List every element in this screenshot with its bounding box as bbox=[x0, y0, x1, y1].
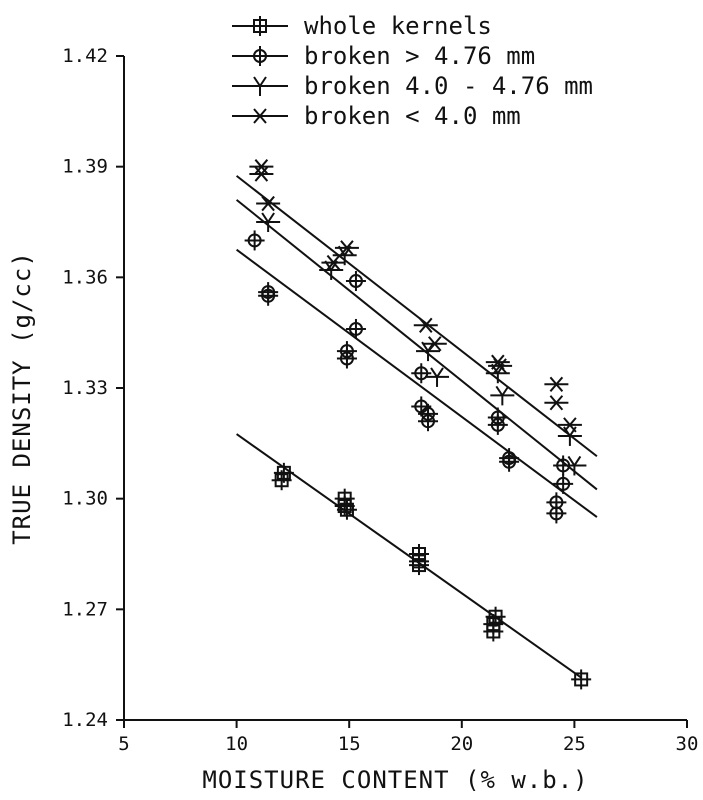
y-tick-label: 1.39 bbox=[62, 156, 108, 178]
data-point-series-1 bbox=[483, 621, 504, 642]
data-point-series-4 bbox=[321, 254, 346, 271]
y-tick-label: 1.27 bbox=[62, 598, 108, 620]
x-tick-label: 30 bbox=[676, 733, 699, 755]
data-points bbox=[244, 159, 592, 690]
legend-label: broken > 4.76 mm bbox=[304, 42, 535, 70]
data-point-series-4 bbox=[544, 395, 569, 411]
legend-label: broken < 4.0 mm bbox=[304, 102, 521, 130]
y-tick-label: 1.42 bbox=[62, 45, 108, 67]
data-point-series-2 bbox=[411, 363, 432, 384]
data-point-series-3 bbox=[256, 212, 281, 232]
data-point-series-4 bbox=[334, 240, 359, 256]
data-point-series-4 bbox=[488, 358, 513, 374]
axes bbox=[123, 56, 687, 721]
data-point-series-4 bbox=[422, 336, 447, 352]
data-point-series-2 bbox=[258, 285, 279, 306]
x-tick-label: 20 bbox=[450, 733, 473, 755]
fit-line-series-1 bbox=[236, 433, 582, 679]
data-point-series-2 bbox=[244, 230, 265, 251]
y-tick-label: 1.30 bbox=[62, 488, 108, 510]
x-tick-label: 25 bbox=[563, 733, 586, 755]
data-point-series-4 bbox=[249, 159, 274, 175]
data-point-series-2 bbox=[499, 451, 520, 472]
x-ticks: 5 10 15 20 25 30 bbox=[118, 720, 698, 755]
data-point-series-4 bbox=[256, 195, 281, 212]
y-tick-label: 1.24 bbox=[62, 709, 108, 731]
data-point-series-2 bbox=[345, 271, 366, 292]
fit-line-series-2 bbox=[236, 248, 598, 518]
x-tick-label: 10 bbox=[225, 733, 248, 755]
legend-marker bbox=[250, 16, 270, 36]
fit-line-series-3 bbox=[235, 199, 598, 491]
x-tick-label: 15 bbox=[338, 733, 361, 755]
legend-label: whole kernels bbox=[304, 12, 492, 40]
y-tick-label: 1.33 bbox=[62, 377, 108, 399]
fit-line-series-4 bbox=[235, 175, 598, 458]
legend-marker bbox=[248, 76, 272, 96]
x-tick-label: 5 bbox=[118, 733, 129, 755]
data-point-series-1 bbox=[271, 470, 292, 491]
legend-marker bbox=[250, 46, 270, 66]
data-point-series-2 bbox=[546, 503, 567, 524]
data-point-series-4 bbox=[413, 317, 438, 333]
legend-marker bbox=[248, 108, 272, 124]
y-ticks: 1.24 1.27 1.30 1.33 1.36 1.39 1.42 bbox=[62, 45, 124, 731]
y-axis-title: TRUE DENSITY (g/cc) bbox=[8, 251, 36, 545]
data-point-series-3 bbox=[490, 385, 515, 406]
data-point-series-4 bbox=[544, 376, 569, 392]
y-tick-label: 1.36 bbox=[62, 266, 108, 288]
data-point-series-2 bbox=[418, 411, 439, 432]
data-point-series-2 bbox=[336, 348, 357, 369]
data-point-series-2 bbox=[345, 318, 366, 339]
data-point-series-4 bbox=[557, 417, 582, 433]
data-point-series-2 bbox=[553, 473, 574, 494]
fit-lines bbox=[235, 175, 598, 679]
x-axis-title: MOISTURE CONTENT (% w.b.) bbox=[202, 766, 588, 794]
data-point-series-2 bbox=[487, 414, 508, 435]
data-point-series-3 bbox=[562, 455, 587, 476]
data-point-series-1 bbox=[336, 499, 357, 520]
data-point-series-1 bbox=[334, 496, 355, 517]
legend-label: broken 4.0 - 4.76 mm bbox=[304, 72, 593, 100]
data-point-series-1 bbox=[571, 669, 592, 690]
data-point-series-1 bbox=[409, 555, 430, 576]
data-point-series-3 bbox=[557, 426, 582, 446]
data-point-series-4 bbox=[249, 166, 274, 182]
data-point-series-3 bbox=[425, 367, 450, 387]
